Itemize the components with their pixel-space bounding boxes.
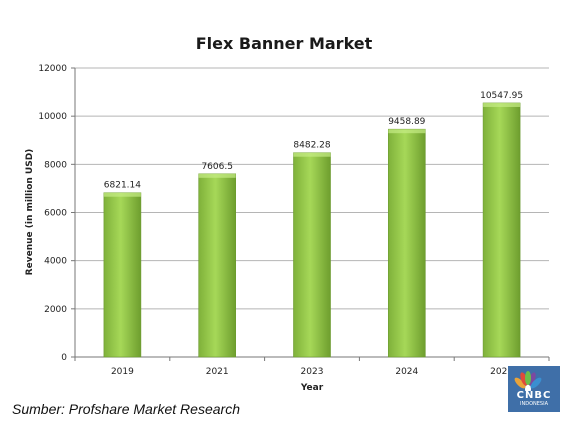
logo-sub: INDONESIA — [520, 401, 548, 407]
y-axis-label: Revenue (in million USD) — [25, 149, 35, 276]
data-label: 8482.28 — [293, 141, 330, 151]
source-note: Sumber: Profshare Market Research — [12, 401, 240, 417]
data-label: 6821.14 — [104, 181, 141, 191]
x-tick-label: 2025 — [490, 367, 513, 377]
data-labels: 6821.14 7606.5 8482.28 9458.89 10547.95 — [104, 91, 523, 191]
y-tick-label: 2000 — [44, 305, 67, 315]
bar-2019 — [103, 192, 142, 358]
bar-top-highlight — [198, 173, 236, 178]
y-tick-label: 4000 — [44, 257, 67, 267]
data-label: 9458.89 — [388, 117, 425, 127]
bar-top-highlight — [483, 102, 521, 107]
chart-title: Flex Banner Market — [196, 34, 373, 53]
bar-top-highlight — [293, 152, 331, 157]
bar-top-highlight — [103, 192, 141, 197]
x-tick-label: 2023 — [301, 367, 324, 377]
peacock-icon — [514, 371, 542, 391]
x-axis-ticks: 2019 2021 2023 2024 2025 — [74, 357, 550, 377]
logo-brand: CNBC — [516, 390, 552, 401]
data-label: 10547.95 — [480, 91, 523, 101]
y-tick-label: 8000 — [44, 160, 67, 170]
x-tick-label: 2024 — [395, 367, 418, 377]
y-axis-ticks: 0 2000 4000 6000 8000 10000 12000 — [38, 64, 75, 363]
y-tick-label: 6000 — [44, 209, 67, 219]
bar-2023 — [293, 152, 331, 358]
y-tick-label: 12000 — [38, 64, 67, 74]
y-tick-label: 10000 — [38, 112, 67, 122]
x-axis-label: Year — [300, 383, 324, 393]
bar-2024 — [387, 128, 426, 358]
x-tick-label: 2021 — [206, 367, 229, 377]
bar-2021 — [198, 173, 236, 358]
bar-2025 — [482, 102, 521, 358]
x-tick-label: 2019 — [111, 367, 134, 377]
y-tick-label: 0 — [61, 353, 67, 363]
bars — [103, 102, 521, 358]
data-label: 7606.5 — [201, 162, 233, 172]
cnbc-indonesia-logo: CNBC INDONESIA — [508, 366, 560, 412]
bar-top-highlight — [388, 129, 426, 134]
